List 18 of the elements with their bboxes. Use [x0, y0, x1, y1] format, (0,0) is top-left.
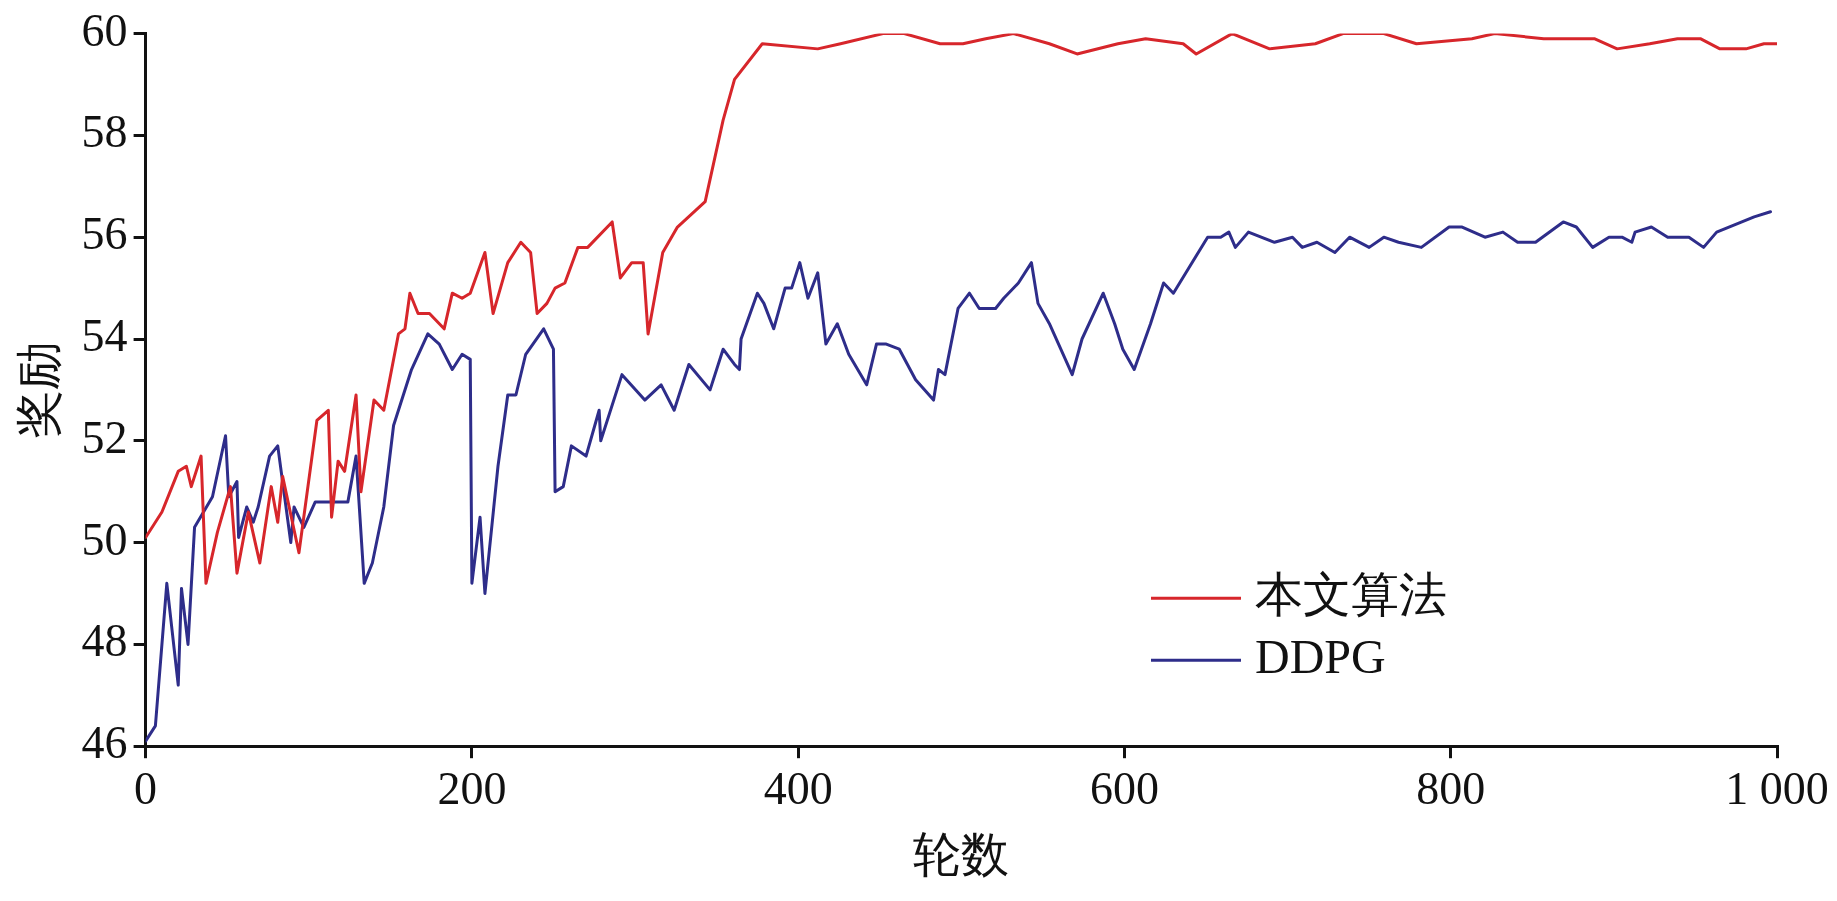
y-tick-label: 56: [81, 208, 128, 260]
y-tick-label: 54: [81, 310, 128, 362]
x-tick-label: 1 000: [1725, 762, 1829, 814]
x-tick-label: 400: [763, 762, 833, 814]
legend-label: DDPG: [1255, 629, 1386, 683]
x-tick-label: 800: [1416, 762, 1486, 814]
y-axis-title: 奖励: [12, 341, 66, 438]
y-tick-label: 58: [81, 106, 128, 158]
y-tick-label: 60: [81, 4, 128, 56]
y-tick-label: 52: [81, 411, 128, 463]
y-tick-label: 48: [81, 615, 128, 667]
legend-label: 本文算法: [1255, 567, 1447, 621]
x-axis-title: 轮数: [913, 827, 1010, 881]
y-tick-label: 46: [81, 717, 128, 769]
x-tick-label: 200: [437, 762, 507, 814]
x-tick-label: 600: [1089, 762, 1159, 814]
y-tick-label: 50: [81, 513, 128, 565]
x-tick-label: 0: [134, 762, 158, 814]
